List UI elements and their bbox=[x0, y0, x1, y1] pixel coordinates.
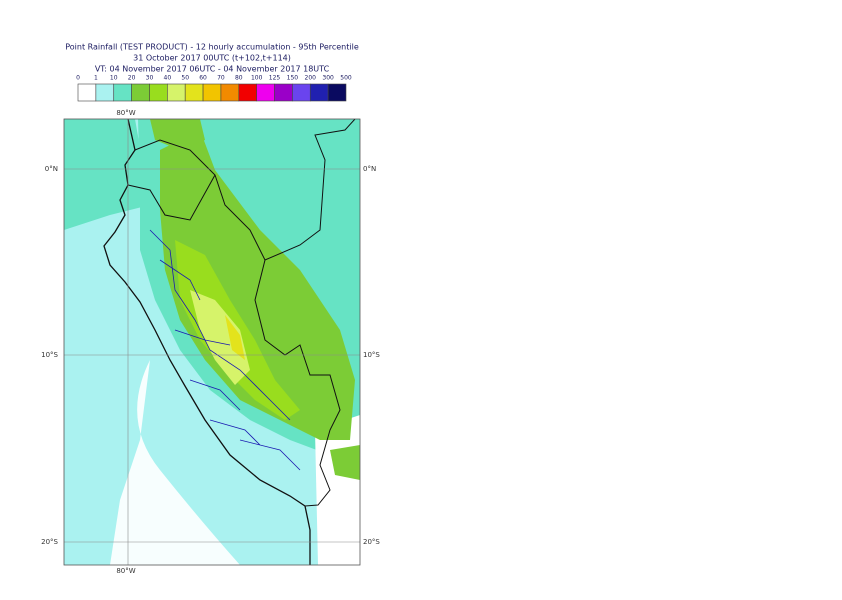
lat-label: 20°S bbox=[41, 538, 58, 546]
legend-label: 150 bbox=[287, 75, 299, 82]
legend-swatch bbox=[327, 83, 347, 102]
legend-swatch bbox=[184, 83, 204, 102]
legend-swatch bbox=[238, 83, 257, 102]
lat-label: 0°N bbox=[363, 165, 376, 173]
map-frame bbox=[63, 118, 361, 566]
legend-swatch bbox=[131, 83, 150, 102]
lat-label: 10°S bbox=[363, 351, 380, 359]
legend-swatch bbox=[292, 83, 311, 102]
legend-label: 30 bbox=[146, 75, 154, 82]
legend-swatch bbox=[202, 83, 222, 102]
legend-swatch bbox=[274, 83, 293, 102]
lat-label: 10°S bbox=[41, 351, 58, 359]
legend-label: 100 bbox=[251, 75, 263, 82]
map bbox=[64, 119, 360, 565]
legend-label: 500 bbox=[340, 75, 352, 82]
legend-swatch bbox=[309, 83, 329, 102]
legend-label: 125 bbox=[269, 75, 281, 82]
title: Point Rainfall (TEST PRODUCT) - 12 hourl… bbox=[65, 43, 359, 52]
lon-label: 80°W bbox=[116, 567, 135, 575]
legend-swatch bbox=[113, 83, 132, 102]
legend-swatch bbox=[256, 83, 275, 102]
legend-label: 300 bbox=[322, 75, 334, 82]
legend-label: 60 bbox=[199, 75, 207, 82]
legend: 0 1 10 20 30 40 50 60 70 80 100 125 150 200 300 500 bbox=[76, 75, 352, 102]
base-time: 31 October 2017 00UTC (t+102,t+114) bbox=[133, 54, 291, 63]
legend-swatch bbox=[149, 83, 168, 102]
legend-swatch bbox=[167, 83, 186, 102]
legend-label: 70 bbox=[217, 75, 225, 82]
legend-label: 80 bbox=[235, 75, 243, 82]
legend-label: 1 bbox=[94, 75, 98, 82]
legend-label: 50 bbox=[181, 75, 189, 82]
lat-label: 20°S bbox=[363, 538, 380, 546]
legend-label: 10 bbox=[110, 75, 118, 82]
lon-label: 80°W bbox=[116, 109, 135, 117]
legend-label: 0 bbox=[76, 75, 80, 82]
legend-label: 20 bbox=[128, 75, 136, 82]
valid-time: VT: 04 November 2017 06UTC - 04 November… bbox=[95, 65, 330, 74]
lat-label: 0°N bbox=[45, 165, 58, 173]
legend-label: 40 bbox=[164, 75, 172, 82]
legend-swatch bbox=[77, 83, 97, 102]
legend-label: 200 bbox=[305, 75, 317, 82]
legend-swatch bbox=[95, 83, 115, 102]
legend-swatch bbox=[220, 83, 240, 102]
